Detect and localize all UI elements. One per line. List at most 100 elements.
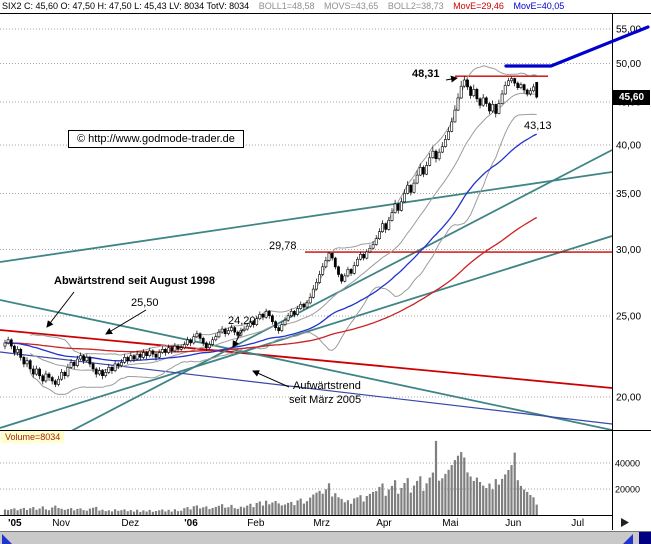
quote-info: SIX2 C: 45,60 O: 47,50 H: 47,50 L: 45,43… xyxy=(2,1,250,11)
volume-bar xyxy=(318,490,321,515)
candle-body xyxy=(525,89,529,95)
time-scrollbar[interactable] xyxy=(0,531,651,544)
x-axis-label: '05 xyxy=(8,518,22,529)
volume-bar xyxy=(350,503,353,515)
volume-bar xyxy=(60,508,63,515)
candle-body xyxy=(192,336,196,344)
price-tick-label: 20,00 xyxy=(616,393,641,404)
volume-bar xyxy=(136,509,139,515)
candle-body xyxy=(107,366,111,373)
x-axis-label: Nov xyxy=(52,518,70,529)
aufwaertstrend-steep xyxy=(71,149,612,430)
volume-bar xyxy=(154,511,158,515)
price-tick-label: 30,00 xyxy=(616,245,641,256)
candle-body xyxy=(101,370,104,377)
volume-bar xyxy=(243,507,246,515)
volume-bar xyxy=(126,511,129,515)
candle-body xyxy=(277,327,281,331)
move-blue-value: MovE=40,05 xyxy=(513,1,565,11)
volume-bar xyxy=(343,502,346,515)
candle-body xyxy=(355,258,359,266)
volume-bar xyxy=(460,452,463,515)
candle-body xyxy=(267,311,271,316)
candle-body xyxy=(506,80,510,86)
candle-body xyxy=(16,348,20,353)
volume-bar xyxy=(180,510,183,515)
volume-bar xyxy=(535,504,538,515)
candle-body xyxy=(53,380,57,385)
candle-body xyxy=(434,150,438,159)
candle-body xyxy=(406,184,410,194)
candle-body xyxy=(255,318,259,325)
volume-bar xyxy=(114,509,117,515)
volume-bar xyxy=(356,497,359,515)
candle-body xyxy=(104,371,108,376)
candle-body xyxy=(252,321,255,326)
volume-bar xyxy=(217,505,220,515)
candle-body xyxy=(173,345,177,352)
candle-body xyxy=(346,269,350,277)
volume-bar xyxy=(302,503,305,515)
candle-body xyxy=(368,248,372,253)
candle-body xyxy=(412,182,416,193)
volume-bar xyxy=(19,508,22,515)
volume-bar xyxy=(384,495,387,515)
volume-bar xyxy=(236,508,239,515)
volume-bar xyxy=(475,477,478,515)
candle-body xyxy=(63,371,67,376)
volume-bar xyxy=(54,505,57,515)
candle-body xyxy=(478,98,482,106)
candle-body xyxy=(195,333,199,338)
volume-bar xyxy=(132,511,136,515)
axis-more-icon xyxy=(621,518,629,527)
volume-pane xyxy=(0,440,612,515)
volume-bar xyxy=(233,508,236,515)
candle-body xyxy=(60,371,64,380)
candle-body xyxy=(403,193,406,203)
volume-bar xyxy=(472,480,475,515)
volume-bar xyxy=(221,504,224,515)
annotation-arrow xyxy=(232,328,244,348)
volume-bar xyxy=(76,508,79,515)
volume-bar xyxy=(95,506,98,515)
volume-bar xyxy=(532,497,535,515)
candle-body xyxy=(362,254,366,259)
volume-bar xyxy=(321,493,324,515)
volume-bar xyxy=(41,506,44,515)
volume-bar xyxy=(16,510,19,515)
volume-bar xyxy=(183,508,186,515)
scroll-right-icon[interactable] xyxy=(623,534,633,544)
volume-bar xyxy=(110,511,114,515)
candle-body xyxy=(510,78,513,82)
boll2-value: BOLL2=38,73 xyxy=(387,1,444,11)
volume-bar xyxy=(340,498,343,515)
volume-bar xyxy=(239,506,242,515)
candle-body xyxy=(321,266,325,275)
candle-body xyxy=(135,353,139,360)
x-axis-label: Feb xyxy=(247,518,265,529)
volume-bar xyxy=(324,489,327,515)
volume-bar xyxy=(441,478,444,515)
volume-bar xyxy=(482,485,485,515)
scroll-left-icon[interactable] xyxy=(2,534,12,544)
candle-body xyxy=(289,311,293,316)
volume-bar xyxy=(466,472,469,515)
volume-bar xyxy=(478,482,482,515)
candle-body xyxy=(296,308,300,315)
candle-body xyxy=(488,103,491,112)
candle-body xyxy=(440,146,444,153)
candle-body xyxy=(399,201,403,211)
volume-bar xyxy=(447,469,450,515)
resize-corner-icon[interactable] xyxy=(639,532,651,544)
volume-bar xyxy=(428,477,431,515)
candle-body xyxy=(35,368,38,375)
bollinger-upper xyxy=(30,65,537,356)
volume-bar xyxy=(164,511,167,515)
annotation-arrow xyxy=(252,370,290,388)
volume-bar xyxy=(305,501,309,515)
candle-body xyxy=(462,79,466,87)
x-axis-label: Jul xyxy=(571,518,584,529)
ema-slow-line xyxy=(4,216,538,353)
candle-body xyxy=(456,97,460,111)
